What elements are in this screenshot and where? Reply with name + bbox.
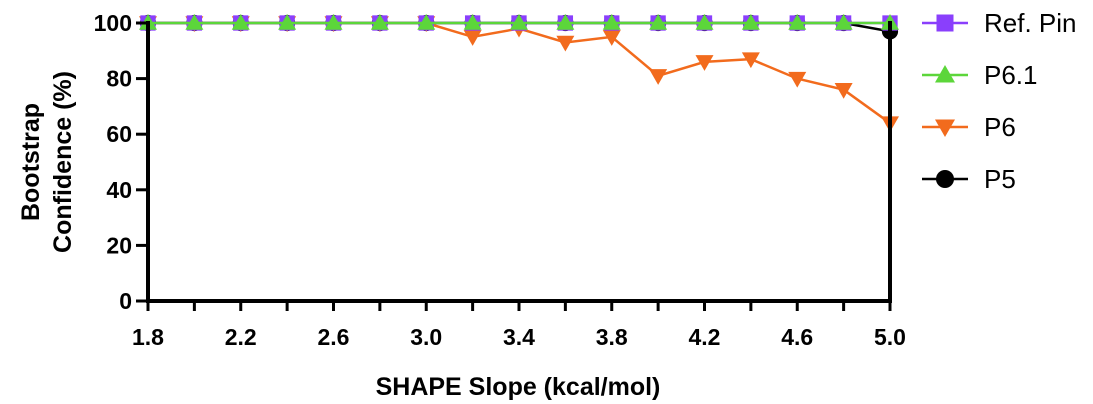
point-p6 xyxy=(741,52,760,69)
point-p6-1 xyxy=(324,14,343,30)
point-p6-1 xyxy=(278,14,297,30)
point-p6 xyxy=(695,55,714,71)
x-tick-label: 1.8 xyxy=(132,324,164,350)
x-axis-title: SHAPE Slope (kcal/mol) xyxy=(376,373,661,401)
x-tick-label: 4.6 xyxy=(781,324,813,350)
point-p6-1 xyxy=(695,14,714,30)
legend: Ref. Pin P6.1 P6 P5 xyxy=(922,8,1077,194)
y-tick-label: 80 xyxy=(106,66,132,92)
x-tick-label: 2.6 xyxy=(318,324,350,350)
point-p6 xyxy=(834,82,853,99)
point-p6-1 xyxy=(834,14,853,30)
legend-marker-ref-pin xyxy=(936,14,954,32)
series-p6-1 xyxy=(139,14,899,30)
point-p6-1 xyxy=(417,14,436,30)
legend-marker-p5 xyxy=(936,170,954,188)
point-p6 xyxy=(556,35,575,52)
legend-marker-p6-1 xyxy=(935,65,955,83)
y-tick-label: 0 xyxy=(119,288,132,314)
point-p6-1 xyxy=(741,14,760,30)
legend-item-p6: P6 xyxy=(922,112,1016,142)
x-tick-label: 5.0 xyxy=(874,324,906,350)
point-p6-1 xyxy=(185,14,204,30)
x-tick-label: 3.8 xyxy=(596,324,628,350)
x-tick-label: 3.4 xyxy=(503,324,535,350)
point-p6-1 xyxy=(231,14,250,30)
y-tick-label: 100 xyxy=(94,10,132,36)
y-tick-label: 40 xyxy=(106,177,132,203)
y-tick-label: 60 xyxy=(106,121,132,147)
y-axis-title-line-1: Bootstrap xyxy=(17,103,45,221)
point-p6-1 xyxy=(556,14,575,30)
y-tick-label: 20 xyxy=(106,232,132,258)
legend-item-p5: P5 xyxy=(922,164,1016,194)
point-p6 xyxy=(463,30,482,46)
legend-label: Ref. Pin xyxy=(984,8,1077,38)
point-p6 xyxy=(602,30,621,46)
point-p6-1 xyxy=(788,14,807,30)
point-p6 xyxy=(788,71,807,88)
series-p6 xyxy=(139,16,899,133)
point-p6-1 xyxy=(463,14,482,30)
axes-layer: 1.8 2.2 2.6 3.0 3.4 3.8 4.2 4.6 5.0 0 20 40 60 80 100 xyxy=(94,10,906,350)
point-p6-1 xyxy=(510,14,528,30)
x-tick-label: 2.2 xyxy=(225,324,257,350)
legend-item-p6-1: P6.1 xyxy=(922,60,1038,90)
x-tick-label: 4.2 xyxy=(689,324,721,350)
point-p6 xyxy=(649,69,668,85)
legend-marker-p6 xyxy=(935,119,955,137)
x-tick-label: 3.0 xyxy=(410,324,442,350)
legend-label: P6.1 xyxy=(984,60,1038,90)
point-p6-1 xyxy=(602,14,621,30)
series-line-p6 xyxy=(148,21,891,125)
y-axis-title-line-2: Confidence (%) xyxy=(49,71,77,253)
legend-label: P5 xyxy=(984,164,1016,194)
point-p6-1 xyxy=(370,14,389,30)
legend-item-ref-pin: Ref. Pin xyxy=(922,8,1077,38)
point-p6-1 xyxy=(649,14,668,30)
series-layer xyxy=(139,14,899,133)
legend-label: P6 xyxy=(984,112,1016,142)
